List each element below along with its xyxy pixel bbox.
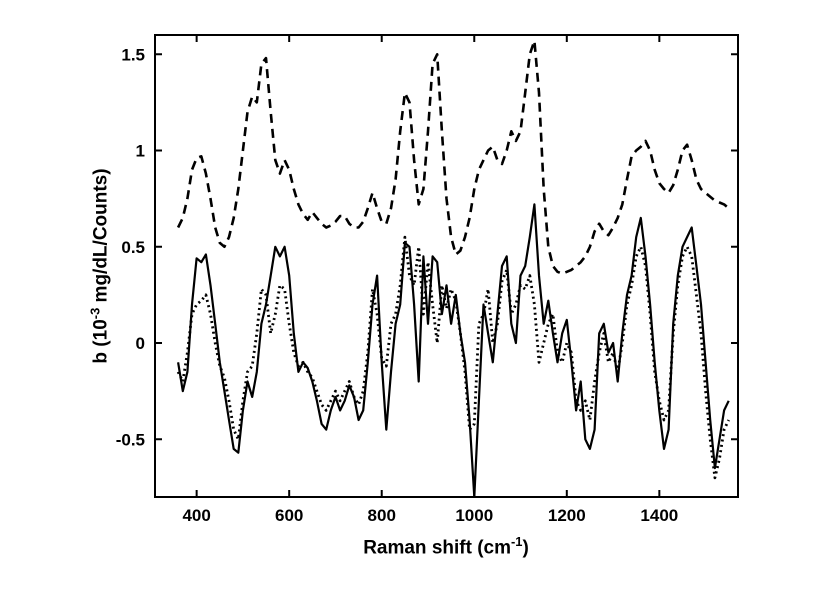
x-tick-label: 400 <box>182 506 210 525</box>
y-tick-label: 0.5 <box>121 238 145 257</box>
y-axis-label-units: mg/dL/Counts) <box>90 168 112 308</box>
y-tick-label: -0.5 <box>116 430 145 449</box>
y-tick-label: 1.5 <box>121 45 145 64</box>
y-tick-label: 0 <box>136 334 145 353</box>
x-axis-label-text: Raman shift (cm <box>363 537 511 559</box>
y-axis-label: b (10-3 mg/dL/Counts) <box>87 168 112 363</box>
x-tick-label: 800 <box>368 506 396 525</box>
x-axis-label-close: ) <box>522 537 529 559</box>
series-line-solid <box>177 203 730 497</box>
x-axis-label-superscript: -1 <box>511 534 523 549</box>
y-axis-label-superscript: -3 <box>87 307 103 320</box>
x-tick-label: 600 <box>275 506 303 525</box>
x-tick-label: 1000 <box>455 506 493 525</box>
x-axis-label: Raman shift (cm-1) <box>363 534 529 559</box>
series-line-dashed <box>176 39 730 276</box>
series-line-dotted <box>176 235 730 480</box>
y-tick-label: 1 <box>136 142 145 161</box>
x-tick-label: 1200 <box>548 506 586 525</box>
x-tick-label: 1400 <box>640 506 678 525</box>
y-axis-label-text: b (10 <box>90 319 112 364</box>
axes-box <box>154 34 739 498</box>
